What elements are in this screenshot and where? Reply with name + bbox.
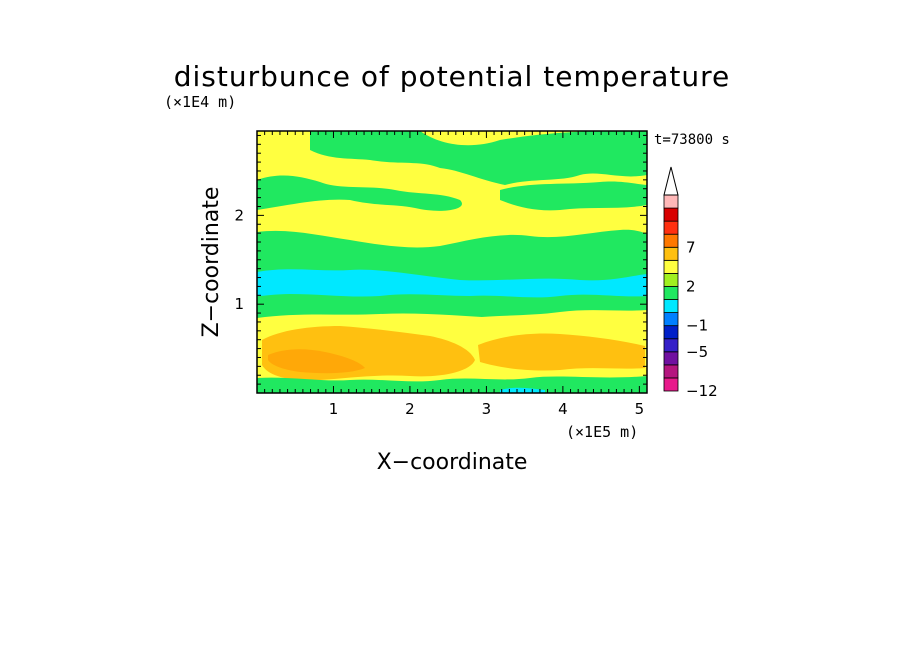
time-label: t=73800 s bbox=[654, 132, 730, 148]
field-green-bottom bbox=[257, 376, 647, 393]
colorbar-extend-arrow bbox=[663, 166, 679, 196]
colorbar-segment bbox=[663, 233, 679, 248]
field-green-streak-a bbox=[257, 175, 462, 211]
field-green-top bbox=[310, 131, 647, 185]
colorbar-label: −12 bbox=[686, 382, 718, 400]
colorbar-segment bbox=[663, 220, 679, 235]
x-axis-label: X−coordinate bbox=[377, 450, 528, 475]
colorbar-label: −1 bbox=[686, 317, 708, 335]
x-tick-label: 5 bbox=[635, 400, 645, 418]
colorbar-segment bbox=[663, 312, 679, 327]
colorbar-segment bbox=[663, 259, 679, 274]
field-green-mid bbox=[257, 229, 647, 320]
colorbar-segment bbox=[663, 299, 679, 313]
colorbar-segment bbox=[663, 338, 679, 353]
colorbar-label: −5 bbox=[686, 343, 708, 361]
chart-title: disturbunce of potential temperature bbox=[174, 60, 731, 93]
colorbar: −12−5−127 bbox=[663, 166, 718, 400]
colorbar-segment bbox=[663, 272, 679, 287]
colorbar-label: 7 bbox=[686, 238, 696, 256]
colorbar-segment bbox=[663, 246, 679, 261]
field-cyan-bottom bbox=[500, 387, 545, 393]
colorbar-segment bbox=[663, 286, 679, 300]
x-tick-label: 2 bbox=[405, 400, 415, 418]
contour-field bbox=[257, 131, 647, 393]
field-cyan-band bbox=[257, 269, 647, 298]
y-axis-ticks: 12 bbox=[234, 134, 647, 394]
field-orange-right bbox=[478, 333, 645, 371]
colorbar-label: 2 bbox=[686, 277, 696, 295]
x-axis-ticks: 1 2 3 4 5 bbox=[256, 131, 648, 418]
y-unit-label: (×1E4 m) bbox=[164, 93, 236, 111]
colorbar-segment bbox=[663, 194, 679, 209]
plot-frame bbox=[256, 130, 648, 394]
x-tick-label: 4 bbox=[558, 400, 568, 418]
y-tick-label: 1 bbox=[234, 295, 244, 313]
colorbar-segment bbox=[663, 207, 679, 222]
colorbar-segment bbox=[663, 377, 679, 392]
field-orange-core bbox=[268, 349, 365, 374]
field-green-streak-b bbox=[500, 181, 647, 211]
colorbar-segment bbox=[663, 325, 679, 340]
x-tick-label: 1 bbox=[329, 400, 339, 418]
y-tick-label: 2 bbox=[234, 206, 244, 224]
colorbar-segment bbox=[663, 351, 679, 366]
y-axis-label: Z−coordinate bbox=[199, 187, 224, 338]
x-unit-label: (×1E5 m) bbox=[566, 423, 638, 441]
x-tick-label: 3 bbox=[482, 400, 492, 418]
colorbar-segment bbox=[663, 364, 679, 379]
